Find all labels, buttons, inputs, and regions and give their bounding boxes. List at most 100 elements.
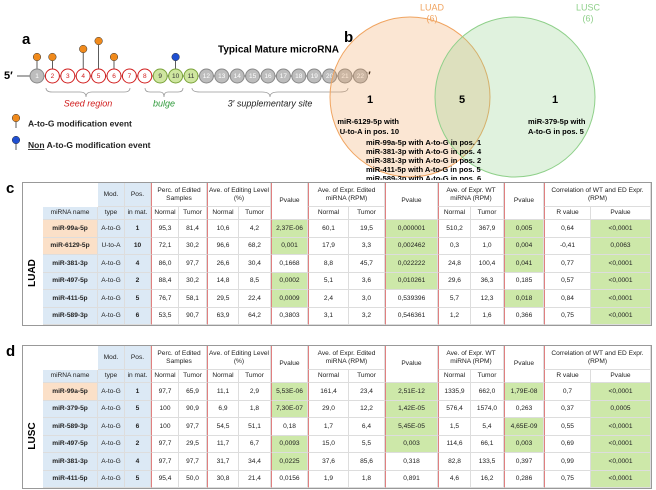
table-cell: 76,7 bbox=[151, 290, 179, 308]
nucleotide-label: 19 bbox=[311, 73, 319, 80]
table-cell: 5,1 bbox=[308, 272, 349, 290]
table-cell: miR-497-5p bbox=[43, 435, 98, 453]
pin-head bbox=[79, 44, 88, 54]
table-cell: 0,000001 bbox=[385, 220, 438, 238]
nucleotide-label: 17 bbox=[280, 73, 288, 80]
table-cell: 15,0 bbox=[308, 435, 349, 453]
table-cell: A-to-G bbox=[98, 435, 125, 453]
table-cell: 0,7 bbox=[544, 383, 591, 401]
table-cell: 0,263 bbox=[504, 400, 544, 418]
header-cell: Ave. of Expr. WT miRNA (RPM) bbox=[438, 183, 504, 207]
table-cell: A-to-G bbox=[98, 470, 125, 488]
table-cell: 60,1 bbox=[308, 220, 349, 238]
table-cell: 1335,9 bbox=[438, 383, 471, 401]
table-cell: 161,4 bbox=[308, 383, 349, 401]
table-cell: A-to-G bbox=[98, 255, 125, 273]
table-cell: 30,2 bbox=[179, 237, 207, 255]
table-cell: 0,366 bbox=[504, 307, 544, 325]
table-cell: 1,8 bbox=[239, 400, 271, 418]
table-cell: 3,3 bbox=[349, 237, 385, 255]
table-cell: miR-589-3p bbox=[43, 307, 98, 325]
nucleotide-label: 8 bbox=[143, 73, 147, 80]
nucleotide bbox=[260, 68, 276, 84]
table-cell: 0,891 bbox=[385, 470, 438, 488]
table-cell: 4 bbox=[125, 255, 151, 273]
header-cell: Correlation of WT and ED Expr. (RPM) bbox=[544, 346, 651, 370]
table-cell: 10,6 bbox=[207, 220, 239, 238]
table-cell: 0,003 bbox=[504, 435, 544, 453]
table-cell: 85,6 bbox=[349, 453, 385, 471]
table-cell: 30,2 bbox=[179, 272, 207, 290]
table-cell: 133,5 bbox=[471, 453, 504, 471]
table-cell: 95,3 bbox=[151, 220, 179, 238]
table-cell: A-to-G bbox=[98, 272, 125, 290]
nucleotide-label: 13 bbox=[218, 73, 226, 80]
table-cell: 0,75 bbox=[544, 307, 591, 325]
title: Typical Mature microRNA bbox=[218, 45, 339, 56]
table-cell: 100 bbox=[151, 400, 179, 418]
table-cell: 1,6 bbox=[471, 307, 504, 325]
table-cell: 510,2 bbox=[438, 220, 471, 238]
venn-note: miR-381-3p with A-to-G in pos. 4 bbox=[366, 147, 482, 156]
table-cell: 3,6 bbox=[349, 272, 385, 290]
seed-bracket bbox=[45, 87, 131, 98]
nucleotide-label: 14 bbox=[234, 73, 242, 80]
panel-label: d bbox=[6, 343, 16, 360]
nucleotide bbox=[29, 68, 45, 84]
venn-note: miR-589-3p with A-to-G in pos. 6 bbox=[366, 174, 481, 180]
table-cell: 100 bbox=[151, 418, 179, 436]
bulge-label: bulge bbox=[153, 98, 175, 108]
table-cell: 1574,0 bbox=[471, 400, 504, 418]
table-cell: <0,0001 bbox=[591, 453, 651, 471]
nucleotide bbox=[183, 68, 199, 84]
pin-head bbox=[94, 36, 103, 46]
header-cell: Perc. of Edited Samples bbox=[151, 346, 207, 370]
table-cell: 5 bbox=[125, 470, 151, 488]
table-cell: A-to-G bbox=[98, 400, 125, 418]
table-cell: 30,4 bbox=[239, 255, 271, 273]
header-cell: Pvalue bbox=[504, 183, 544, 220]
header-cell: Mod. bbox=[98, 346, 125, 370]
table-cell: 16,2 bbox=[471, 470, 504, 488]
table-cell: 1,42E-05 bbox=[385, 400, 438, 418]
table-cell: 97,7 bbox=[151, 435, 179, 453]
nucleotide-label: 9 bbox=[158, 73, 162, 80]
table-cell: 58,1 bbox=[179, 290, 207, 308]
subheader-cell: Normal bbox=[308, 370, 349, 383]
table-cell: 662,0 bbox=[471, 383, 504, 401]
table-cell: <0,0001 bbox=[591, 290, 651, 308]
table-cell: 0,0093 bbox=[271, 435, 308, 453]
subheader-cell: Normal bbox=[207, 370, 239, 383]
table-cell: <0,0001 bbox=[591, 383, 651, 401]
table-cell: -0,41 bbox=[544, 237, 591, 255]
table-cell: 54,5 bbox=[207, 418, 239, 436]
subheader-cell: type bbox=[98, 370, 125, 383]
subheader-cell: Normal bbox=[151, 207, 179, 220]
table-cell: 17,9 bbox=[308, 237, 349, 255]
table-cell: miR-381-3p bbox=[43, 255, 98, 273]
pin-head bbox=[109, 52, 119, 62]
table-cell: 0,3 bbox=[438, 237, 471, 255]
table-cell: 72,1 bbox=[151, 237, 179, 255]
table-cell: 34,4 bbox=[239, 453, 271, 471]
table-cell: 8,8 bbox=[308, 255, 349, 273]
seed-label: Seed region bbox=[64, 98, 113, 108]
table-cell: 88,4 bbox=[151, 272, 179, 290]
table-cell: 29,5 bbox=[207, 290, 239, 308]
table-cell: 97,7 bbox=[151, 383, 179, 401]
venn-note: A-to-G in pos. 5 bbox=[528, 127, 584, 136]
table-cell: 6,9 bbox=[207, 400, 239, 418]
table-cell: <0,0001 bbox=[591, 435, 651, 453]
nucleotide-label: 10 bbox=[172, 73, 180, 80]
nucleotide-label: 12 bbox=[203, 73, 211, 80]
subheader-cell: Tumor bbox=[179, 207, 207, 220]
nucleotide bbox=[352, 68, 368, 84]
subheader-cell: miRNA name bbox=[43, 207, 98, 220]
table-cell: 0,002462 bbox=[385, 237, 438, 255]
table-cell: 0,75 bbox=[544, 470, 591, 488]
set-size: (6) bbox=[427, 13, 438, 23]
table-cell: 0,001 bbox=[271, 237, 308, 255]
nucleotide-label: 4 bbox=[81, 73, 85, 80]
table-cell: 2,51E-12 bbox=[385, 383, 438, 401]
table-cell: 0,546361 bbox=[385, 307, 438, 325]
